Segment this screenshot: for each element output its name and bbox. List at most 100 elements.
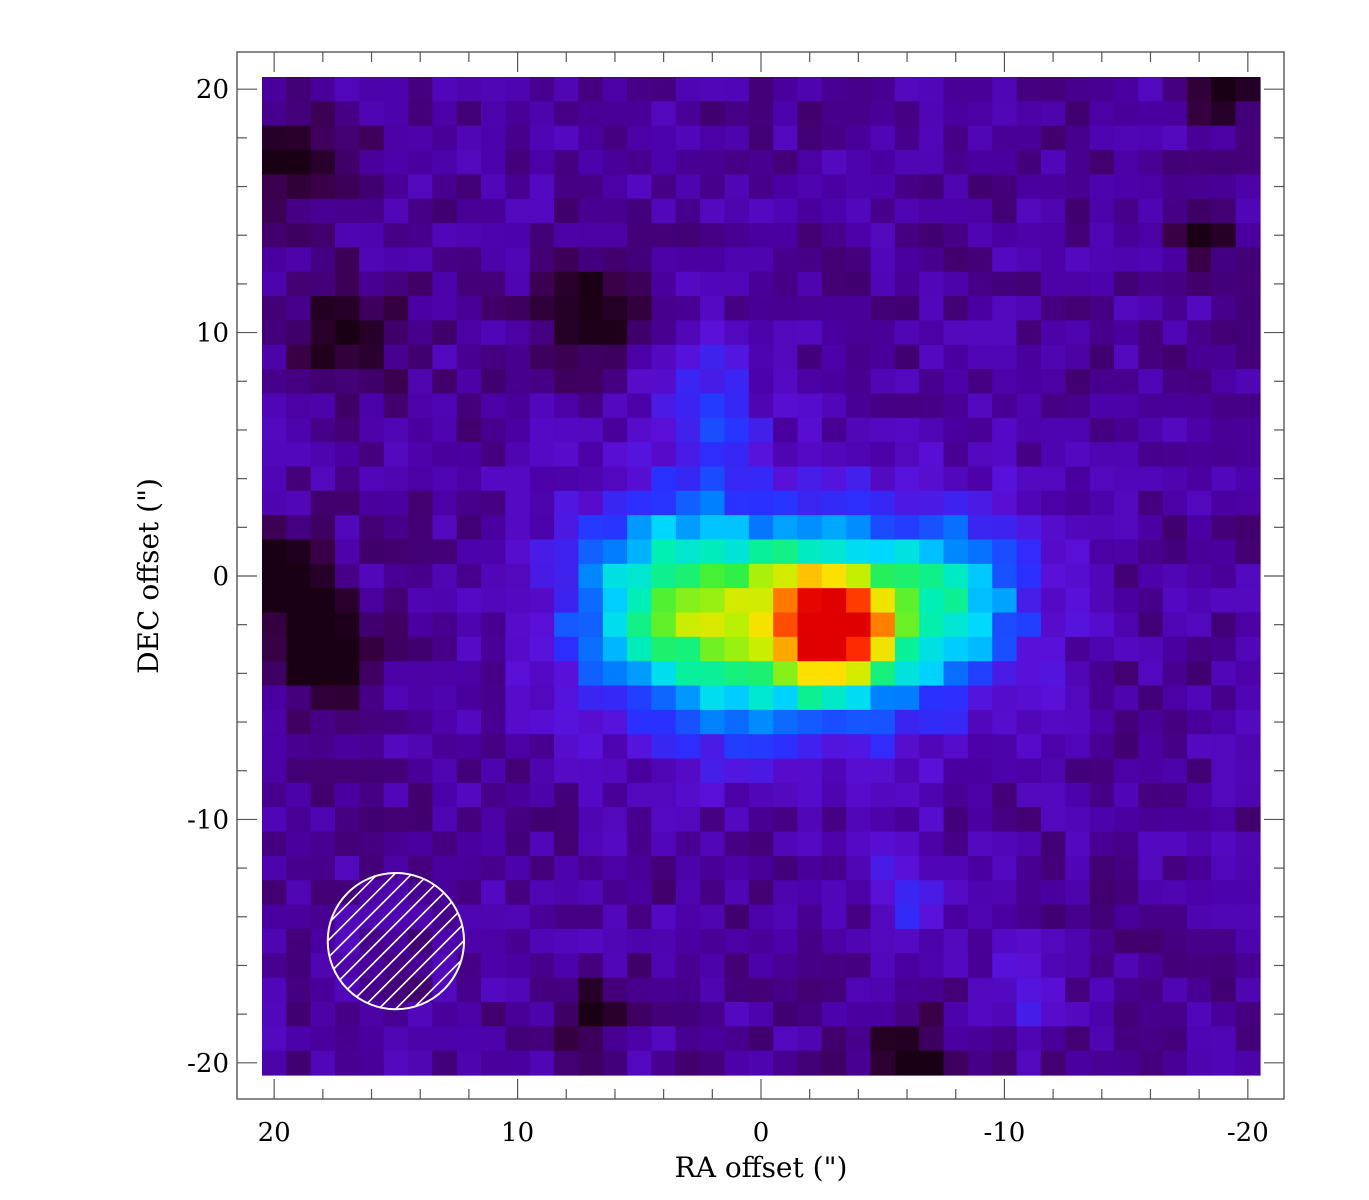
heatmap-cell — [383, 466, 409, 492]
heatmap-cell — [748, 636, 774, 662]
heatmap-cell — [335, 1001, 360, 1027]
heatmap-cell — [1186, 442, 1212, 468]
heatmap-cell — [1089, 515, 1115, 541]
heatmap-cell — [870, 223, 896, 248]
heatmap-cell — [894, 393, 920, 419]
heatmap-cell — [1016, 417, 1042, 443]
heatmap-cell — [821, 782, 847, 808]
heatmap-cell — [505, 612, 531, 638]
heatmap-cell — [1113, 77, 1139, 102]
heatmap-cell — [408, 442, 433, 468]
heatmap-cell — [335, 588, 360, 614]
heatmap-cell — [456, 904, 482, 930]
heatmap-cell — [1162, 417, 1188, 443]
heatmap-cell — [554, 223, 580, 248]
heatmap-cell — [748, 150, 774, 175]
heatmap-cell — [651, 539, 677, 565]
heatmap-cell — [1235, 612, 1261, 638]
heatmap-cell — [1186, 904, 1212, 930]
heatmap-cell — [1162, 490, 1188, 516]
heatmap-cell — [383, 515, 409, 541]
heatmap-cell — [797, 685, 823, 711]
heatmap-cell — [627, 612, 653, 638]
heatmap-cell — [408, 661, 433, 687]
heatmap-cell — [1065, 588, 1091, 614]
heatmap-cell — [602, 198, 628, 224]
heatmap-cell — [1211, 782, 1237, 808]
heatmap-cell — [554, 612, 580, 638]
heatmap-cell — [967, 904, 993, 930]
heatmap-cell — [967, 271, 993, 297]
heatmap-cell — [894, 685, 920, 711]
heatmap-cell — [359, 661, 385, 687]
heatmap-cell — [1065, 709, 1091, 735]
heatmap-cell — [1211, 685, 1237, 711]
heatmap-cell — [1235, 685, 1261, 711]
heatmap-cell — [967, 539, 993, 565]
heatmap-cell — [967, 636, 993, 662]
heatmap-cell — [1211, 101, 1237, 127]
heatmap-cell — [578, 880, 604, 906]
heatmap-cell — [1089, 344, 1115, 370]
heatmap-cell — [1040, 855, 1066, 881]
heatmap-cell — [919, 953, 945, 979]
heatmap-cell — [1016, 369, 1042, 395]
heatmap-cell — [627, 831, 653, 857]
heatmap-cell — [1211, 369, 1237, 395]
heatmap-cell — [1235, 953, 1261, 979]
y-tick-label: 10 — [196, 319, 229, 349]
heatmap-cell — [894, 125, 920, 151]
heatmap-cell — [481, 831, 507, 857]
heatmap-cell — [554, 198, 580, 224]
heatmap-cell — [383, 880, 409, 906]
heatmap-cell — [359, 928, 385, 954]
heatmap-cell — [335, 247, 360, 273]
heatmap-cell — [651, 709, 677, 735]
heatmap-cell — [359, 563, 385, 589]
heatmap-cell — [505, 709, 531, 735]
heatmap-cell — [1065, 125, 1091, 151]
heatmap-cell — [456, 636, 482, 662]
heatmap-cell — [602, 734, 628, 760]
heatmap-cell — [1235, 782, 1261, 808]
heatmap-cell — [1211, 734, 1237, 760]
heatmap-cell — [1186, 417, 1212, 443]
heatmap-cell — [1235, 880, 1261, 906]
heatmap-cell — [505, 198, 531, 224]
heatmap-cell — [724, 1001, 750, 1027]
heatmap-cell — [359, 685, 385, 711]
heatmap-cell — [992, 588, 1018, 614]
heatmap-cell — [408, 466, 433, 492]
heatmap-cell — [773, 223, 799, 248]
heatmap-cell — [797, 782, 823, 808]
heatmap-cell — [286, 271, 312, 297]
heatmap-cell — [310, 77, 336, 102]
heatmap-cell — [651, 125, 677, 151]
heatmap-cell — [456, 734, 482, 760]
heatmap-cell — [627, 150, 653, 175]
heatmap-cell — [821, 588, 847, 614]
heatmap-cell — [821, 904, 847, 930]
heatmap-cell — [602, 174, 628, 200]
heatmap-cell — [529, 271, 555, 297]
heatmap-cell — [505, 685, 531, 711]
heatmap-cell — [1235, 1050, 1261, 1076]
heatmap-cell — [724, 539, 750, 565]
heatmap-cell — [578, 758, 604, 784]
heatmap-cell — [1016, 831, 1042, 857]
heatmap-cell — [651, 174, 677, 200]
heatmap-cell — [627, 953, 653, 979]
heatmap-cell — [1065, 636, 1091, 662]
heatmap-cell — [262, 442, 287, 468]
heatmap-cell — [286, 490, 312, 516]
heatmap-cell — [359, 320, 385, 346]
heatmap-cell — [1065, 685, 1091, 711]
heatmap-cell — [1113, 612, 1139, 638]
heatmap-cell — [967, 977, 993, 1003]
heatmap-cell — [894, 953, 920, 979]
heatmap-cell — [846, 928, 872, 954]
heatmap-cell — [310, 539, 336, 565]
heatmap-cell — [554, 150, 580, 175]
heatmap-cell — [1162, 612, 1188, 638]
heatmap-cell — [335, 320, 360, 346]
